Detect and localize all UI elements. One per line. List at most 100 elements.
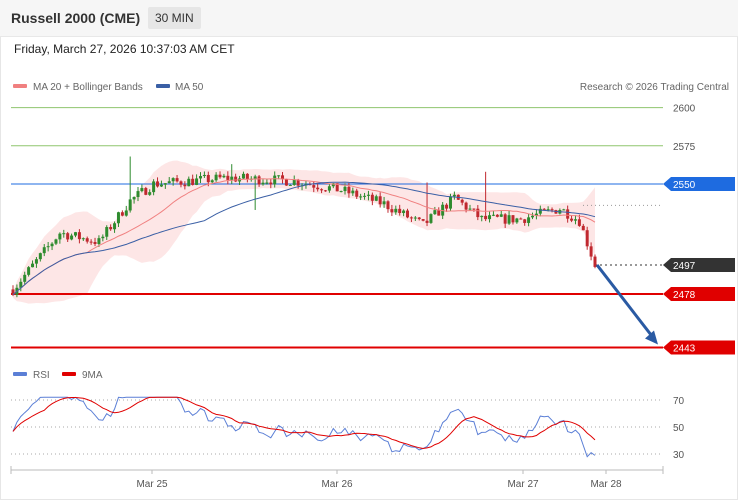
candle-body — [409, 217, 413, 219]
candle-body — [253, 176, 257, 179]
candle-body — [452, 194, 456, 197]
candle-body — [148, 192, 152, 195]
candle-body — [288, 184, 292, 186]
candle-body — [331, 183, 335, 187]
candle-body — [73, 232, 77, 236]
candle-body — [31, 263, 35, 268]
candle-body — [445, 204, 449, 209]
timeframe-badge[interactable]: 30 MIN — [148, 7, 201, 29]
copyright: Research © 2026 Trading Central — [580, 82, 729, 93]
candle-body — [167, 181, 171, 184]
instrument-title: Russell 2000 (CME) — [11, 10, 141, 26]
candle-body — [66, 233, 70, 240]
ma20-legend-swatch — [13, 84, 27, 88]
candle-body — [394, 208, 398, 213]
candle-body — [402, 210, 406, 214]
candle-body — [316, 187, 320, 190]
ma20-line — [12, 178, 596, 296]
candle-body — [425, 220, 429, 223]
x-tick-label: Mar 27 — [507, 479, 539, 490]
candle-body — [34, 259, 38, 264]
candle-body — [179, 181, 183, 185]
candle-body — [370, 194, 374, 201]
candle-body — [406, 210, 410, 218]
rsi-level-label-30: 30 — [673, 450, 685, 461]
candle-body — [195, 178, 199, 185]
candle-body — [585, 230, 589, 247]
candle-body — [534, 213, 538, 216]
candle-body — [366, 194, 370, 196]
candle-body — [323, 190, 327, 192]
ma20-legend-label: MA 20 + Bollinger Bands — [33, 82, 143, 93]
rsi-legend-label: RSI — [33, 370, 50, 381]
candle-body — [347, 186, 351, 194]
rsi-line — [12, 396, 596, 458]
candle-body — [284, 179, 288, 186]
candle-body — [132, 197, 136, 200]
candle-body — [140, 188, 144, 192]
candle-body — [136, 191, 140, 198]
candle-body — [562, 209, 566, 211]
candle-body — [495, 214, 499, 217]
candle-body — [85, 238, 89, 242]
chart-header: Russell 2000 (CME) 30 MIN — [0, 0, 738, 37]
candle-body — [171, 178, 175, 182]
x-tick-label: Mar 26 — [321, 479, 353, 490]
level-label-2443: 2443 — [673, 343, 696, 354]
candle-body — [89, 241, 93, 243]
candle-body — [433, 210, 437, 215]
candle-body — [460, 199, 464, 203]
candle-body — [390, 209, 394, 213]
candle-body — [351, 190, 355, 194]
candle-body — [363, 195, 367, 197]
rsi-legend: RSI 9MA — [13, 370, 103, 381]
candle-body — [144, 188, 148, 195]
candle-body — [109, 227, 113, 230]
candle-body — [581, 225, 585, 231]
candle-body — [277, 175, 281, 177]
candle-body — [202, 174, 206, 177]
candle-body — [222, 175, 226, 178]
projection-arrow-head — [645, 330, 658, 345]
candle-body — [546, 209, 550, 211]
candle-body — [472, 208, 476, 210]
candle-body — [355, 190, 359, 197]
candle-body — [488, 215, 492, 220]
legend: MA 20 + Bollinger Bands MA 50 — [13, 82, 204, 93]
candle-body — [163, 183, 167, 185]
ma50-line — [12, 181, 596, 296]
candle-body — [19, 281, 23, 288]
projection-arrow-shaft — [595, 264, 655, 339]
ma50-legend-label: MA 50 — [175, 82, 204, 93]
candle-body — [11, 289, 15, 295]
candle-body — [23, 274, 27, 282]
candle-body — [27, 267, 31, 275]
candle-body — [417, 217, 421, 220]
level-label-2550: 2550 — [673, 180, 696, 191]
candle-body — [42, 247, 46, 254]
candle-body — [214, 174, 218, 181]
candle-body — [437, 210, 441, 216]
candle-body — [101, 236, 105, 239]
candle-body — [527, 217, 531, 223]
candle-body — [218, 174, 222, 178]
level-label-2497: 2497 — [673, 261, 696, 272]
candle-body — [448, 196, 452, 209]
candle-body — [128, 199, 132, 211]
candle-body — [257, 176, 261, 185]
candle-body — [113, 223, 117, 230]
candle-body — [296, 179, 300, 186]
candle-body — [234, 176, 238, 182]
candle-body — [312, 185, 316, 188]
rsi-legend-swatch — [13, 372, 27, 376]
candle-body — [327, 186, 331, 191]
rsi-ma-line — [12, 396, 596, 450]
candle-body — [124, 210, 128, 216]
candle-body — [359, 196, 363, 198]
candle-body — [281, 175, 285, 180]
candle-body — [120, 212, 124, 216]
candle-body — [503, 214, 507, 224]
candle-body — [191, 178, 195, 185]
candle-body — [93, 242, 97, 244]
